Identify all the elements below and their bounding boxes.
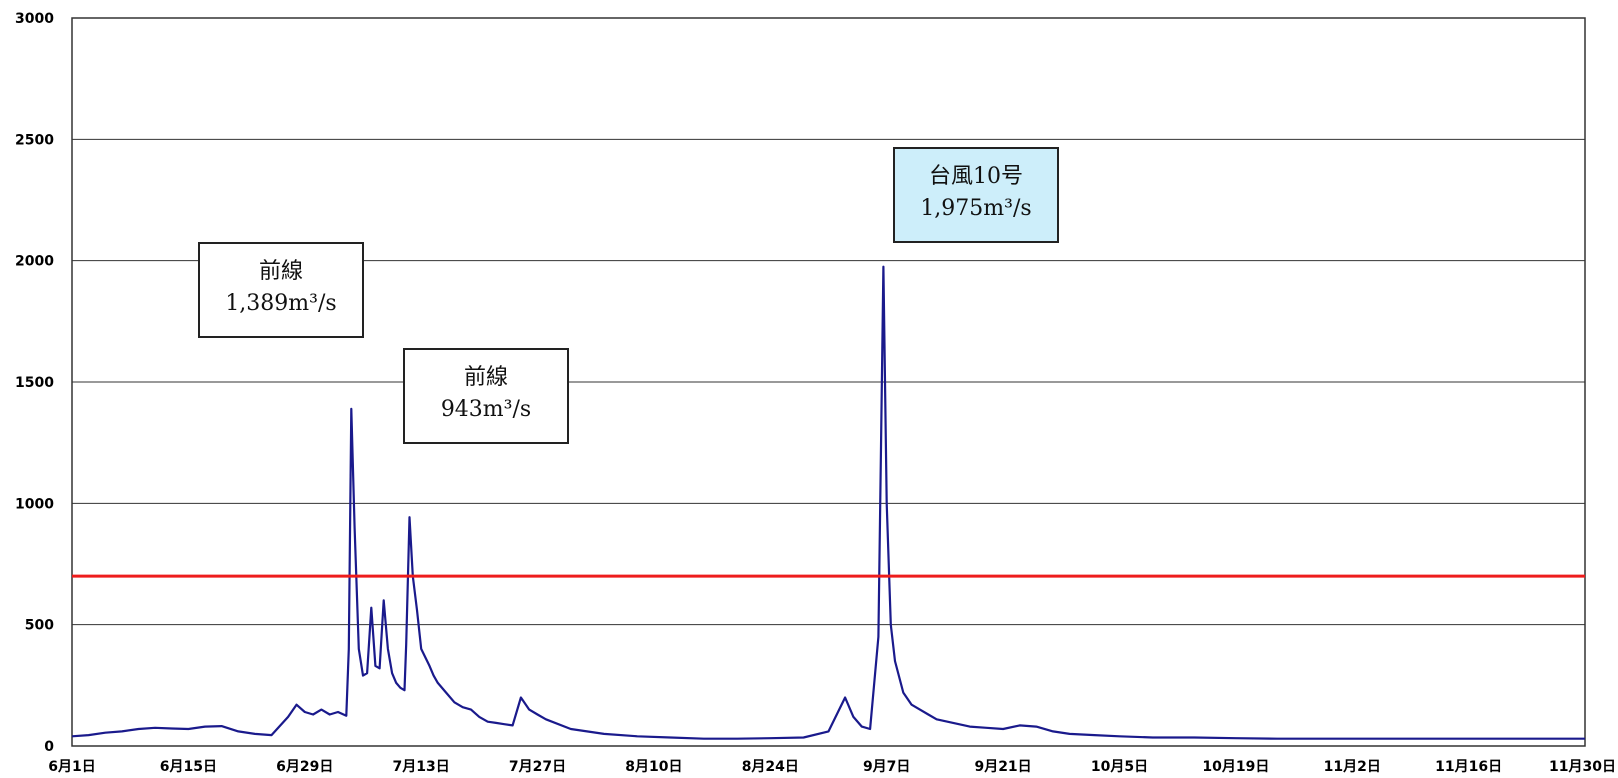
x-tick-label: 7月13日 — [393, 759, 450, 775]
annotation-front-1-value: 1,389m³/s — [225, 291, 337, 316]
x-tick-label: 8月10日 — [625, 759, 682, 775]
y-tick-label: 0 — [44, 739, 54, 755]
x-tick-label: 11月2日 — [1324, 759, 1381, 775]
annotation-front-1: 前線 1,389m³/s — [198, 242, 364, 338]
y-tick-label: 3000 — [15, 11, 54, 27]
x-tick-label: 6月29日 — [276, 759, 333, 775]
y-tick-label: 1500 — [15, 375, 54, 391]
x-tick-label: 11月16日 — [1435, 759, 1502, 775]
gridlines — [72, 138, 1585, 626]
annotation-typhoon-title: 台風10号 — [929, 164, 1023, 189]
x-axis-tick-labels: 6月1日 6月15日 6月29日 7月13日 7月27日 8月10日 8月24日 9月7日 9月… — [48, 759, 1616, 775]
x-tick-label: 11月30日 — [1549, 759, 1616, 775]
discharge-series-line — [71, 265, 1585, 740]
x-tick-label: 6月15日 — [160, 759, 217, 775]
x-tick-label: 8月24日 — [742, 759, 799, 775]
y-axis-tick-labels: 0 500 1000 1500 2000 2500 3000 — [15, 11, 54, 755]
x-tick-label: 9月7日 — [863, 759, 910, 775]
annotation-front-2: 前線 943m³/s — [403, 348, 569, 444]
annotation-typhoon-10: 台風10号 1,975m³/s — [893, 147, 1059, 243]
x-tick-label: 9月21日 — [974, 759, 1031, 775]
plot-frame — [71, 17, 1586, 747]
annotation-front-1-title: 前線 — [258, 259, 303, 284]
x-tick-label: 6月1日 — [48, 759, 95, 775]
y-tick-label: 500 — [25, 618, 54, 634]
annotation-front-2-title: 前線 — [463, 365, 508, 390]
y-tick-label: 1000 — [15, 496, 54, 512]
y-tick-label: 2500 — [15, 132, 54, 148]
x-tick-label: 7月27日 — [509, 759, 566, 775]
annotation-typhoon-value: 1,975m³/s — [920, 196, 1032, 221]
x-tick-label: 10月19日 — [1202, 759, 1269, 775]
x-tick-label: 10月5日 — [1091, 759, 1148, 775]
y-tick-label: 2000 — [15, 254, 54, 270]
annotation-front-2-value: 943m³/s — [440, 397, 532, 422]
